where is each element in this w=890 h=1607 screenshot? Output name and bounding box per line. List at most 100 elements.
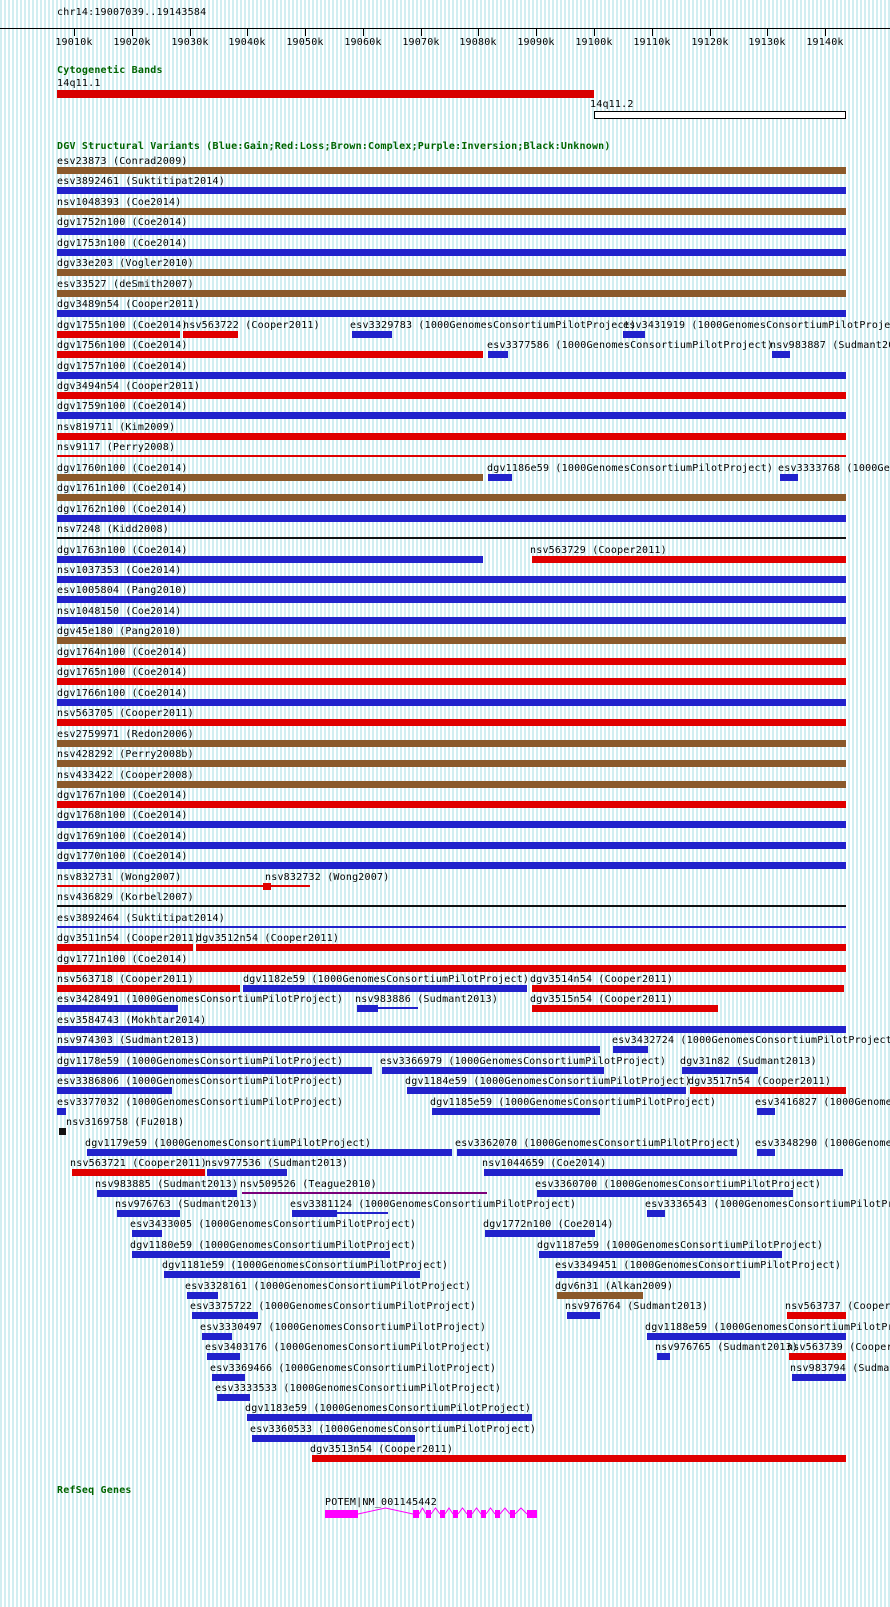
variant-label[interactable]: dgv1186e59 (1000GenomesConsortiumPilotPr… <box>487 463 774 474</box>
variant-label[interactable]: dgv1179e59 (1000GenomesConsortiumPilotPr… <box>85 1138 372 1149</box>
variant-label[interactable]: dgv1761n100 (Coe2014) <box>57 483 188 494</box>
variant-label[interactable]: dgv1180e59 (1000GenomesConsortiumPilotPr… <box>130 1240 417 1251</box>
variant-label[interactable]: dgv1770n100 (Coe2014) <box>57 851 188 862</box>
variant-bar[interactable] <box>164 1271 420 1278</box>
variant-bar[interactable] <box>57 862 846 869</box>
variant-bar[interactable] <box>72 1169 205 1176</box>
variant-bar[interactable] <box>243 985 527 992</box>
variant-label[interactable]: nsv563737 (Cooper2011) <box>785 1301 890 1312</box>
variant-label[interactable]: nsv433422 (Cooper2008) <box>57 770 194 781</box>
variant-label[interactable]: dgv1178e59 (1000GenomesConsortiumPilotPr… <box>57 1056 344 1067</box>
variant-label[interactable]: esv3892461 (Suktitipat2014) <box>57 176 225 187</box>
variant-label[interactable]: nsv1048393 (Coe2014) <box>57 197 182 208</box>
variant-bar[interactable] <box>57 1108 66 1115</box>
variant-label[interactable]: dgv1182e59 (1000GenomesConsortiumPilotPr… <box>243 974 530 985</box>
variant-label[interactable]: dgv1188e59 (1000GenomesConsortiumPilotPr… <box>645 1322 890 1333</box>
variant-label[interactable]: nsv976765 (Sudmant2013) <box>655 1342 799 1353</box>
variant-label[interactable]: esv3403176 (1000GenomesConsortiumPilotPr… <box>205 1342 492 1353</box>
variant-label[interactable]: esv3360533 (1000GenomesConsortiumPilotPr… <box>250 1424 537 1435</box>
variant-bar[interactable] <box>787 1312 846 1319</box>
variant-bar[interactable] <box>757 1149 775 1156</box>
variant-bar[interactable] <box>557 1292 643 1299</box>
variant-bar[interactable] <box>682 1067 758 1074</box>
variant-bar[interactable] <box>57 1087 172 1094</box>
variant-bar[interactable] <box>623 331 645 338</box>
variant-bar[interactable] <box>539 1251 782 1258</box>
variant-label[interactable]: nsv428292 (Perry2008b) <box>57 749 194 760</box>
variant-label[interactable]: esv3381124 (1000GenomesConsortiumPilotPr… <box>290 1199 577 1210</box>
variant-bar[interactable] <box>757 1108 775 1115</box>
variant-bar[interactable] <box>57 985 240 992</box>
variant-label[interactable]: dgv3515n54 (Cooper2011) <box>530 994 674 1005</box>
variant-label[interactable]: esv23873 (Conrad2009) <box>57 156 188 167</box>
variant-label[interactable]: dgv3512n54 (Cooper2011) <box>196 933 340 944</box>
variant-bar[interactable] <box>132 1230 162 1237</box>
variant-bar[interactable] <box>242 1192 487 1194</box>
variant-label[interactable]: nsv563722 (Cooper2011) <box>183 320 320 331</box>
variant-label[interactable]: nsv976764 (Sudmant2013) <box>565 1301 709 1312</box>
variant-bar[interactable] <box>792 1374 846 1381</box>
variant-bar[interactable] <box>357 1005 378 1012</box>
variant-label[interactable]: esv3432724 (1000GenomesConsortiumPilotPr… <box>612 1035 890 1046</box>
variant-bar[interactable] <box>263 883 271 890</box>
variant-bar[interactable] <box>57 699 846 706</box>
variant-label[interactable]: esv3330497 (1000GenomesConsortiumPilotPr… <box>200 1322 487 1333</box>
variant-bar[interactable] <box>407 1087 686 1094</box>
variant-label[interactable]: esv3333768 (1000GenomesConsortiumPilotPr… <box>778 463 890 474</box>
variant-bar[interactable] <box>117 1210 180 1217</box>
variant-bar[interactable] <box>647 1333 846 1340</box>
variant-label[interactable]: dgv1763n100 (Coe2014) <box>57 545 188 556</box>
variant-label[interactable]: dgv3514n54 (Cooper2011) <box>530 974 674 985</box>
variant-bar[interactable] <box>57 965 846 972</box>
variant-bar[interactable] <box>187 1292 218 1299</box>
variant-label[interactable]: nsv832731 (Wong2007) <box>57 872 182 883</box>
gene-label[interactable]: POTEM|NM_001145442 <box>325 1497 437 1508</box>
variant-bar[interactable] <box>57 372 846 379</box>
variant-label[interactable]: nsv563729 (Cooper2011) <box>530 545 667 556</box>
variant-bar[interactable] <box>57 412 846 419</box>
variant-bar[interactable] <box>207 1169 287 1176</box>
variant-bar[interactable] <box>57 351 483 358</box>
variant-label[interactable]: esv33527 (deSmith2007) <box>57 279 194 290</box>
variant-label[interactable]: esv3360700 (1000GenomesConsortiumPilotPr… <box>535 1179 822 1190</box>
variant-bar[interactable] <box>657 1353 670 1360</box>
variant-bar[interactable] <box>57 885 263 887</box>
variant-label[interactable]: esv3386806 (1000GenomesConsortiumPilotPr… <box>57 1076 344 1087</box>
variant-label[interactable]: dgv1753n100 (Coe2014) <box>57 238 188 249</box>
variant-label[interactable]: dgv33e203 (Vogler2010) <box>57 258 194 269</box>
variant-bar[interactable] <box>57 433 846 440</box>
variant-label[interactable]: nsv509526 (Teague2010) <box>240 1179 377 1190</box>
variant-bar[interactable] <box>690 1087 846 1094</box>
variant-bar[interactable] <box>57 331 180 338</box>
variant-label[interactable]: nsv563705 (Cooper2011) <box>57 708 194 719</box>
variant-bar[interactable] <box>57 455 846 457</box>
variant-bar[interactable] <box>57 801 846 808</box>
variant-label[interactable]: esv3584743 (Mokhtar2014) <box>57 1015 207 1026</box>
variant-label[interactable]: esv3433005 (1000GenomesConsortiumPilotPr… <box>130 1219 417 1230</box>
variant-label[interactable]: dgv1183e59 (1000GenomesConsortiumPilotPr… <box>245 1403 532 1414</box>
variant-bar[interactable] <box>252 1435 415 1442</box>
variant-bar[interactable] <box>567 1312 600 1319</box>
variant-bar[interactable] <box>57 290 846 297</box>
variant-label[interactable]: dgv3513n54 (Cooper2011) <box>310 1444 454 1455</box>
variant-bar[interactable] <box>57 821 846 828</box>
variant-bar[interactable] <box>196 944 846 951</box>
variant-bar[interactable] <box>57 167 846 174</box>
variant-bar[interactable] <box>532 985 844 992</box>
gene-glyph[interactable] <box>0 1505 890 1523</box>
variant-bar[interactable] <box>57 556 483 563</box>
variant-bar[interactable] <box>457 1149 737 1156</box>
variant-label[interactable]: nsv983885 (Sudmant2013) <box>95 1179 239 1190</box>
variant-label[interactable]: dgv3494n54 (Cooper2011) <box>57 381 201 392</box>
variant-label[interactable]: esv3428491 (1000GenomesConsortiumPilotPr… <box>57 994 344 1005</box>
variant-label[interactable]: nsv983887 (Sudmant2013) <box>770 340 890 351</box>
variant-bar[interactable] <box>57 515 846 522</box>
variant-label[interactable]: esv2759971 (Redon2006) <box>57 729 194 740</box>
variant-label[interactable]: esv3349451 (1000GenomesConsortiumPilotPr… <box>555 1260 842 1271</box>
variant-bar[interactable] <box>207 1353 240 1360</box>
variant-bar[interactable] <box>57 1005 178 1012</box>
variant-label[interactable]: esv3366979 (1000GenomesConsortiumPilotPr… <box>380 1056 667 1067</box>
variant-bar[interactable] <box>57 269 846 276</box>
variant-label[interactable]: nsv983794 (Sudmant2013) <box>790 1363 890 1374</box>
variant-bar[interactable] <box>57 760 846 767</box>
